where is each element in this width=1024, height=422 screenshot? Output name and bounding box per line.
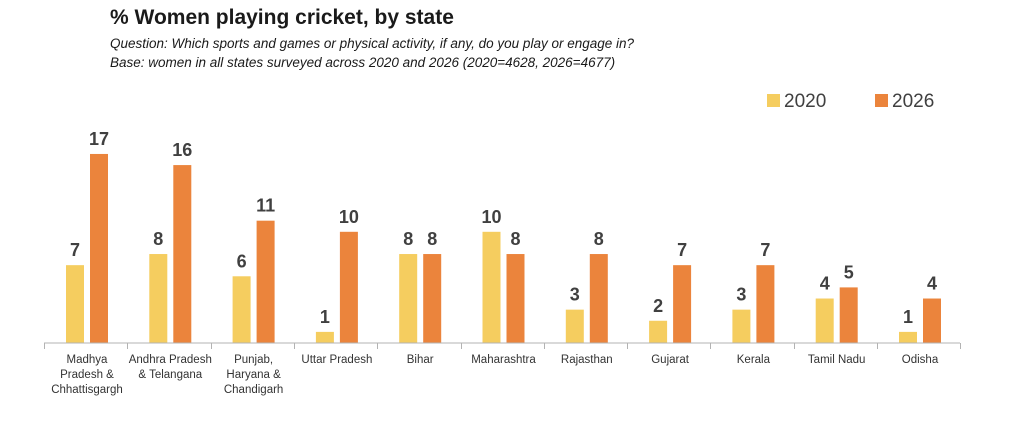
data-label-2020: 6 xyxy=(237,251,247,271)
data-label-2026: 16 xyxy=(172,140,192,160)
x-tick-label: Gujarat xyxy=(651,354,690,366)
data-label-2026: 8 xyxy=(594,229,604,249)
chart-title: % Women playing cricket, by state xyxy=(110,6,454,29)
data-label-2026: 8 xyxy=(427,229,437,249)
bar-2020 xyxy=(565,309,584,343)
bar-2020 xyxy=(315,331,334,343)
bar-2020 xyxy=(649,320,668,343)
bar-2020 xyxy=(399,254,418,343)
x-tick-label: Punjab, Haryana & Chandigarh xyxy=(224,354,283,396)
x-tick-label: Madhya Pradesh & Chhattisgargh xyxy=(51,354,123,396)
data-label-2020: 7 xyxy=(70,240,80,260)
data-label-2026: 11 xyxy=(256,196,275,216)
bar-2026 xyxy=(256,220,275,343)
data-label-2026: 7 xyxy=(677,240,687,260)
x-tick-label: Odisha xyxy=(902,354,939,366)
bar-2026 xyxy=(506,254,525,343)
data-label-2020: 1 xyxy=(903,307,913,327)
bar-2020 xyxy=(815,298,834,343)
bar-2026 xyxy=(839,287,858,343)
data-label-2020: 1 xyxy=(320,307,330,327)
data-label-2026: 17 xyxy=(89,129,109,149)
bar-2020 xyxy=(482,231,501,343)
chart-subtitle-question: Question: Which sports and games or phys… xyxy=(110,36,635,51)
legend-swatch-2026 xyxy=(875,94,888,107)
bar-2026 xyxy=(90,153,108,343)
x-tick-label: Andhra Pradesh & Telangana xyxy=(129,354,212,381)
bar-2020 xyxy=(149,254,168,343)
bar-2020 xyxy=(232,276,251,343)
legend-label-2026: 2026 xyxy=(892,91,934,112)
data-label-2026: 4 xyxy=(927,274,937,294)
legend-swatch-2020 xyxy=(767,94,780,107)
bar-2026 xyxy=(923,298,941,343)
bar-2020 xyxy=(66,265,84,343)
x-tick-label: Rajasthan xyxy=(561,354,613,366)
bar-2026 xyxy=(673,265,692,343)
legend-label-2020: 2020 xyxy=(784,91,826,112)
bar-2026 xyxy=(423,254,442,343)
x-tick-label: Tamil Nadu xyxy=(808,354,866,366)
data-label-2026: 7 xyxy=(760,240,770,260)
x-tick-label: Kerala xyxy=(737,354,771,366)
bar-2026 xyxy=(339,231,358,343)
bar-2026 xyxy=(589,254,608,343)
data-label-2020: 3 xyxy=(570,285,580,305)
data-label-2020: 3 xyxy=(736,285,746,305)
chart-legend: 2020 2026 xyxy=(767,91,934,112)
data-label-2020: 10 xyxy=(481,207,501,227)
bar-2020 xyxy=(899,331,917,343)
x-tick-label: Uttar Pradesh xyxy=(301,354,372,366)
data-label-2020: 8 xyxy=(403,229,413,249)
data-label-2020: 4 xyxy=(820,274,830,294)
data-label-2026: 5 xyxy=(844,262,854,282)
bar-2020 xyxy=(732,309,751,343)
data-label-2020: 8 xyxy=(153,229,163,249)
x-tick-label: Maharashtra xyxy=(471,354,536,366)
data-label-2026: 8 xyxy=(510,229,520,249)
bar-2026 xyxy=(756,265,775,343)
data-label-2020: 2 xyxy=(653,296,663,316)
bar-2026 xyxy=(173,165,192,343)
x-tick-label: Bihar xyxy=(407,354,434,366)
chart-subtitle-base: Base: women in all states surveyed acros… xyxy=(110,55,616,70)
data-label-2026: 10 xyxy=(339,207,359,227)
